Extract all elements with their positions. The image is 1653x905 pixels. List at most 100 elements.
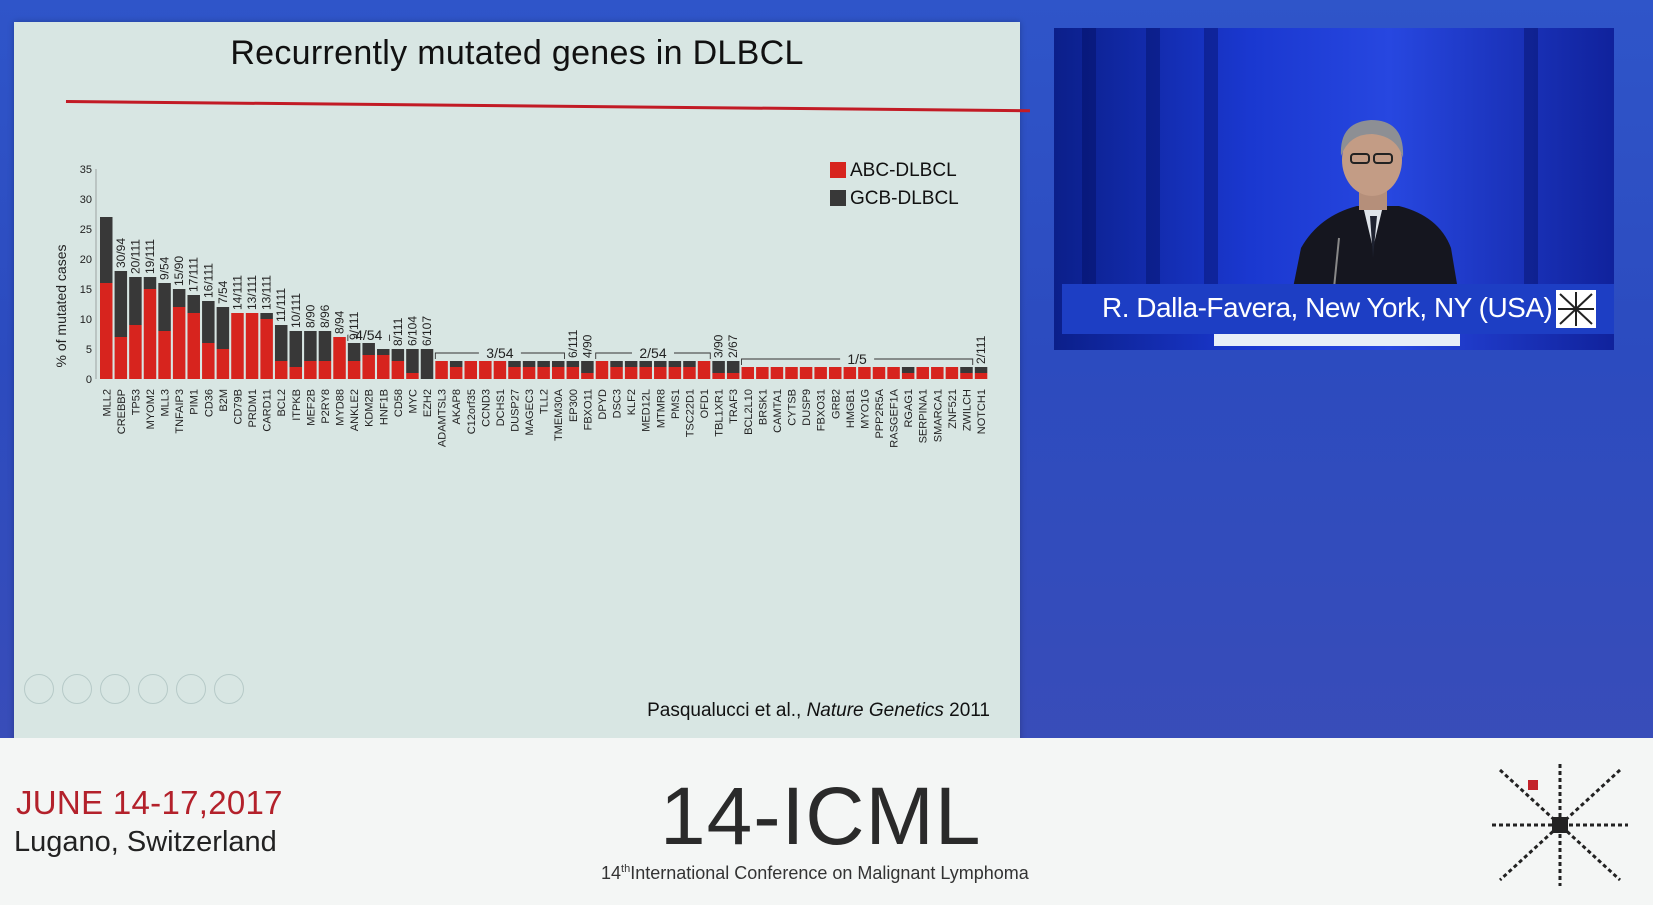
x-tick-label: DSC3 <box>612 389 624 418</box>
speaker-caption: R. Dalla-Favera, New York, NY (USA) <box>1102 292 1553 323</box>
bar-abc-dlbcl <box>362 355 375 379</box>
curtain-fold <box>1524 28 1538 288</box>
bar-gcb-dlbcl <box>581 361 594 373</box>
y-tick-label: 0 <box>86 374 92 386</box>
y-tick-label: 10 <box>80 314 92 326</box>
next-slide-icon[interactable] <box>62 674 92 704</box>
bar-gcb-dlbcl <box>114 271 128 337</box>
projection-screen: Recurrently mutated genes in DLBCL 0 5 10 1… <box>0 0 1653 790</box>
y-tick-label: 5 <box>86 344 92 356</box>
zoom-icon[interactable] <box>176 674 206 704</box>
more-options-icon[interactable] <box>214 674 244 704</box>
bar-abc-dlbcl <box>216 349 230 379</box>
bar-abc-dlbcl <box>347 361 361 379</box>
bar-gcb-dlbcl <box>974 367 988 373</box>
bar-abc-dlbcl <box>158 331 171 379</box>
pen-icon[interactable] <box>100 674 130 704</box>
bar-abc-dlbcl <box>639 367 652 379</box>
bar-abc-dlbcl <box>683 367 696 379</box>
icml-logo-icon <box>1492 764 1628 886</box>
bar-abc-dlbcl <box>100 283 113 379</box>
x-tick-label: RGAG1 <box>903 389 915 428</box>
bars <box>100 217 988 379</box>
bar-abc-dlbcl <box>901 373 915 379</box>
count-label: 2/111 <box>974 335 988 364</box>
x-tick-label: TLL2 <box>539 389 551 414</box>
x-tick-label: MEF2B <box>305 389 317 426</box>
bar-abc-dlbcl <box>610 367 623 379</box>
bar-gcb-dlbcl <box>347 343 361 361</box>
count-label: 13/111 <box>245 275 259 310</box>
y-axis: 0 5 10 15 20 25 30 35 <box>80 164 97 386</box>
x-tick-label: CYTSB <box>787 389 799 426</box>
stacked-bar-chart: 0 5 10 15 20 25 30 35 MLL2 CREBBP TP53 MYOM2 MLL3 TN… <box>53 160 988 448</box>
y-tick-label: 35 <box>80 164 92 176</box>
bar-abc-dlbcl <box>581 373 594 379</box>
bar-gcb-dlbcl <box>158 283 171 331</box>
bar-abc-dlbcl <box>654 367 667 379</box>
x-tick-label: MYOM2 <box>145 389 157 429</box>
y-tick-label: 15 <box>80 284 92 296</box>
bracket-line <box>595 352 711 359</box>
bar-abc-dlbcl <box>143 289 157 379</box>
bar-gcb-dlbcl <box>406 349 419 373</box>
bar-abc-dlbcl <box>493 361 507 379</box>
legend-swatch <box>830 162 846 178</box>
speaker-figure <box>1289 120 1461 308</box>
x-tick-label: MYO1G <box>859 389 871 429</box>
x-tick-label: ADAMTSL3 <box>437 389 449 447</box>
x-tick-label: HNF1B <box>378 389 390 425</box>
bar-gcb-dlbcl <box>129 277 142 325</box>
bar-abc-dlbcl <box>245 313 259 379</box>
x-tick-label: MYD88 <box>335 389 347 426</box>
bar-abc-dlbcl <box>887 367 900 379</box>
bar-abc-dlbcl <box>479 361 492 379</box>
bar-abc-dlbcl <box>916 367 929 379</box>
x-tick-label: CD36 <box>203 389 215 417</box>
bar-abc-dlbcl <box>435 361 448 379</box>
x-tick-label: GRB2 <box>830 389 842 419</box>
count-label: 7/54 <box>216 280 230 304</box>
bar-gcb-dlbcl <box>143 277 157 289</box>
count-label: 10/111 <box>289 293 303 328</box>
x-tick-label: MAGEC3 <box>524 389 536 435</box>
x-tick-label: DPYD <box>597 389 609 420</box>
bar-abc-dlbcl <box>304 361 317 379</box>
bracket-line <box>434 352 565 359</box>
count-label: 8/90 <box>303 304 317 328</box>
bar-abc-dlbcl <box>595 361 609 379</box>
bar-gcb-dlbcl <box>508 361 521 367</box>
bar-gcb-dlbcl <box>654 361 667 367</box>
count-label: 8/94 <box>333 310 347 334</box>
bracket-line <box>741 358 974 365</box>
x-tick-label: TRAF3 <box>728 389 740 424</box>
bar-abc-dlbcl <box>274 361 288 379</box>
x-tick-label: CARD11 <box>262 389 274 432</box>
x-tick-label: CD79B <box>232 389 244 424</box>
x-tick-label: P2RY8 <box>320 389 332 424</box>
conference-dates: JUNE 14-17,2017 <box>16 784 283 821</box>
bar-gcb-dlbcl <box>726 361 740 373</box>
count-label: 6/107 <box>420 316 434 346</box>
x-tick-label: CREBBP <box>116 389 128 434</box>
count-label: 9/54 <box>158 256 172 280</box>
bar-abc-dlbcl <box>289 367 303 379</box>
bar-gcb-dlbcl <box>449 361 463 367</box>
count-label: 11/111 <box>274 288 288 322</box>
x-tick-label: ZWILCH <box>961 389 973 431</box>
bar-gcb-dlbcl <box>274 325 288 361</box>
bar-gcb-dlbcl <box>960 367 973 373</box>
count-label: 6/111 <box>566 329 580 358</box>
count-label: 17/111 <box>187 257 201 292</box>
bar-abc-dlbcl <box>333 337 346 379</box>
bar-gcb-dlbcl <box>172 289 186 307</box>
previous-slide-icon[interactable] <box>24 674 54 704</box>
bar-gcb-dlbcl <box>420 349 434 379</box>
curtain-fold <box>1082 28 1096 288</box>
legend-label: ABC-DLBCL <box>850 160 957 181</box>
bar-gcb-dlbcl <box>683 361 696 367</box>
bar-abc-dlbcl <box>799 367 813 379</box>
chart-legend: ABC-DLBCL GCB-DLBCL <box>830 160 959 209</box>
bar-gcb-dlbcl <box>522 361 536 367</box>
slides-icon[interactable] <box>138 674 168 704</box>
